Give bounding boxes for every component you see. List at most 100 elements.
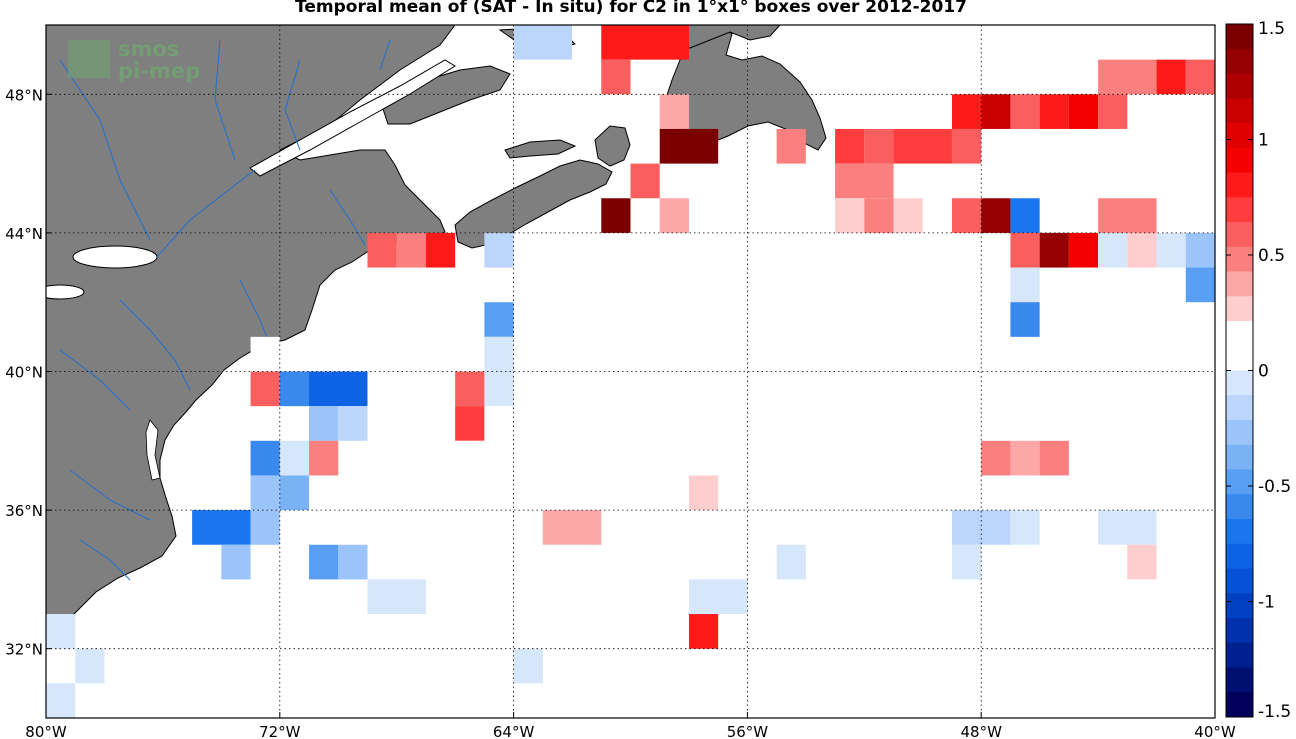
heatmap-cell [1098,59,1157,95]
heatmap-cell [279,371,310,407]
heatmap-cell [601,198,631,233]
heatmap-cell [250,371,280,407]
colorbar-swatch [1226,345,1253,371]
heatmap-cell [309,544,339,580]
heatmap-cell [484,302,514,337]
rivers-layer [59,39,391,581]
heatmap-cell [951,198,982,233]
y-tick-label: 32°N [5,641,43,659]
heatmap-cell [279,440,310,476]
river [59,349,131,411]
river [119,299,191,391]
logo-line2: pi-mep [118,59,200,83]
x-tick-label: 40°W [1194,723,1236,739]
x-tick-label: 72°W [259,723,301,739]
prince-edward-island [504,139,577,159]
heatmap-cell [659,94,689,129]
heatmap-cell [835,128,865,164]
colorbar-swatch [1226,24,1253,50]
colorbar-swatch [1226,123,1253,149]
heatmap-cell [1010,267,1040,303]
colorbar-swatch [1226,246,1253,272]
heatmap-cell [1010,302,1040,337]
heatmap-cell [659,128,719,164]
colorbar-swatch [1226,73,1253,99]
colorbar-tick-label: 1.5 [1258,19,1285,39]
heatmap-cell [250,336,280,372]
heatmap-cell [367,232,397,268]
heatmap-cell [367,579,426,615]
heatmap-cell [659,198,689,233]
gaspe-peninsula [379,65,511,125]
heatmap-cell [864,198,894,233]
colorbar-tick-label: 1 [1258,131,1269,151]
heatmap-cell [1039,232,1069,268]
longitude-ticks: 80°W 72°W 64°W 56°W 48°W 40°W [25,712,1236,739]
heatmap-cell [338,406,368,441]
heatmap-cell [922,198,952,233]
heatmap-cell [192,510,251,545]
heatmap-cell [601,59,631,95]
heatmap-cell [951,128,982,164]
heatmap-cell [1068,371,1099,407]
heatmap-cell [864,128,894,164]
heatmap-cell [1098,198,1157,233]
logo-mark [68,40,110,78]
heatmap-cell [455,371,485,407]
heatmap-cell [1156,544,1186,580]
x-tick-label: 48°W [960,723,1002,739]
heatmap-cell [1010,440,1040,476]
colorbar: 1.5 1 0.5 0 -0.5 -1 -1.5 [1225,19,1291,722]
river [156,169,256,258]
x-tick-label: 56°W [727,723,769,739]
colorbar-swatch [1226,642,1253,668]
heatmap-cell [75,648,105,684]
heatmap-cell [250,510,280,545]
heatmap-cell [688,475,719,511]
river [69,469,151,521]
heatmap-cell [542,510,602,545]
colorbar-swatch [1226,222,1253,248]
heatmap-cell [250,475,280,511]
y-tick-label: 44°N [5,225,43,243]
heatmap-cell [893,128,952,164]
heatmap-cell [396,232,426,268]
heatmap-cell [981,198,1011,233]
heatmap-cell [1039,336,1069,372]
colorbar-swatch [1226,593,1253,619]
heatmap-cell [484,232,514,268]
colorbar-swatch [1226,692,1253,718]
river [79,539,131,581]
heatmap-cell [309,440,339,476]
heatmap-cell [484,336,514,372]
heatmap-cell [1098,510,1157,545]
latitude-ticks: 48°N 44°N 40°N 36°N 32°N [5,86,52,659]
heatmap-cell [162,579,193,615]
heatmap-cell [1185,267,1215,303]
colorbar-tick-label: 0 [1258,362,1269,382]
colorbar-swatch [1226,469,1253,495]
colorbar-swatch [1226,519,1253,545]
heatmap-cell [1039,94,1069,129]
heatmap-cell [1039,544,1128,580]
north-america-landmass [46,25,456,641]
heatmap-cell [951,544,982,580]
heatmap-cell [513,25,573,60]
colorbar-swatch [1226,98,1253,124]
heatmap-cell [835,544,923,580]
x-tick-label: 64°W [493,723,535,739]
colorbar-swatch [1226,444,1253,470]
heatmap-cell [659,683,689,718]
chesapeake-bay [145,419,161,481]
heatmap-cell [630,163,660,199]
colorbar-tick-label: 0.5 [1258,246,1285,266]
heatmap-cell [1010,232,1040,268]
river [329,189,366,246]
map-title: Temporal mean of (SAT - In situ) for C2 … [295,0,967,17]
colorbar-swatch [1226,321,1253,347]
heatmap-cell [1156,59,1186,95]
heatmap-cell [776,544,806,580]
heatmap-cell [484,371,514,407]
colorbar-swatch [1226,296,1253,322]
colorbar-tick-label: -0.5 [1258,477,1291,497]
